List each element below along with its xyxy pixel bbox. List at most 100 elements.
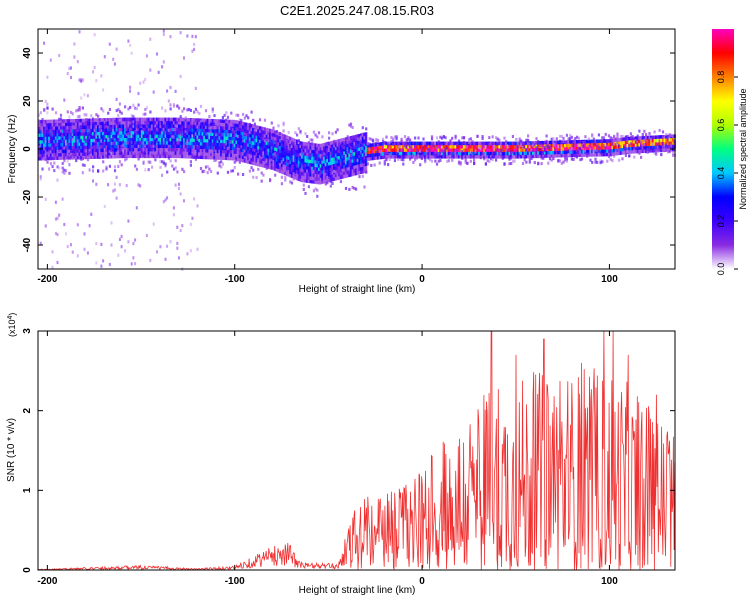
heatmap-cell — [287, 156, 290, 160]
heatmap-cell — [98, 151, 101, 156]
heatmap-cell — [238, 137, 241, 142]
colorbar-tick-label: 0.6 — [716, 119, 726, 132]
heatmap-cell — [361, 163, 364, 167]
heatmap-cell — [92, 165, 95, 169]
heatmap-cell — [44, 123, 47, 127]
heatmap-cell — [495, 158, 498, 162]
heatmap-cell — [290, 167, 294, 172]
heatmap-cell — [471, 151, 474, 156]
heatmap-cell — [269, 132, 272, 136]
heatmap-cell — [73, 122, 76, 126]
heatmap-cell — [204, 120, 208, 124]
heatmap-cell — [90, 131, 93, 136]
heatmap-cell — [81, 149, 84, 153]
heatmap-cell — [290, 171, 294, 175]
heatmap-cell — [174, 130, 177, 134]
heatmap-cell — [108, 144, 111, 149]
heatmap-cell — [125, 184, 128, 188]
heatmap-cell — [543, 146, 547, 149]
heatmap-cell — [629, 132, 632, 136]
heatmap-cell — [152, 141, 155, 145]
heatmap-cell — [419, 154, 422, 158]
heatmap-cell — [451, 148, 454, 152]
heatmap-cell — [412, 153, 415, 157]
heatmap-cell — [523, 151, 526, 155]
heatmap-cell — [88, 118, 91, 123]
heatmap-cell — [199, 128, 203, 133]
heatmap-cell — [559, 134, 562, 138]
heatmap-cell — [59, 126, 63, 130]
heatmap-cell — [365, 135, 368, 140]
heatmap-cell — [223, 113, 226, 117]
heatmap-cell — [473, 158, 476, 162]
heatmap-cell — [597, 142, 600, 147]
heatmap-cell — [65, 152, 68, 157]
heatmap-cell — [355, 171, 358, 176]
heatmap-cell — [321, 150, 324, 154]
heatmap-cell — [616, 151, 619, 156]
heatmap-cell — [71, 124, 74, 128]
heatmap-cell — [307, 166, 310, 170]
heatmap-cell — [147, 141, 150, 145]
heatmap-cell — [447, 151, 450, 156]
heatmap-cell — [636, 149, 639, 154]
heatmap-cell — [339, 175, 342, 180]
heatmap-cell — [358, 140, 361, 145]
heatmap-cell — [167, 134, 170, 138]
heatmap-cell — [375, 138, 378, 142]
heatmap-cell — [252, 168, 255, 172]
heatmap-cell — [63, 152, 66, 157]
heatmap-cell — [422, 151, 425, 156]
heatmap-cell — [451, 157, 454, 161]
heatmap-cell — [365, 127, 368, 131]
heatmap-cell — [70, 243, 72, 247]
heatmap-cell — [624, 147, 627, 151]
heatmap-cell — [226, 129, 230, 134]
heatmap-cell — [306, 179, 309, 183]
heatmap-cell — [178, 141, 181, 145]
heatmap-cell — [540, 162, 543, 166]
heatmap-cell — [38, 123, 41, 127]
heatmap-cell — [449, 151, 452, 156]
heatmap-cell — [93, 121, 96, 126]
heatmap-cell — [179, 154, 182, 159]
heatmap-cell — [48, 156, 51, 161]
heatmap-cell — [191, 155, 194, 159]
heatmap-cell — [238, 149, 241, 153]
heatmap-cell — [258, 159, 262, 164]
heatmap-cell — [304, 155, 307, 160]
heatmap-cell — [226, 123, 230, 127]
heatmap-cell — [199, 131, 203, 136]
heatmap-cell — [145, 54, 148, 58]
heatmap-cell — [582, 141, 585, 144]
heatmap-cell — [43, 136, 46, 141]
heatmap-cell — [407, 137, 410, 141]
heatmap-cell — [447, 144, 450, 149]
heatmap-cell — [338, 145, 341, 150]
heatmap-cell — [645, 150, 648, 154]
heatmap-cell — [491, 144, 494, 149]
heatmap-cell — [201, 142, 204, 146]
heatmap-cell — [220, 139, 223, 144]
heatmap-cell — [172, 135, 175, 139]
heatmap-cell — [49, 129, 52, 133]
heatmap-cell — [238, 151, 241, 155]
heatmap-cell — [49, 153, 52, 157]
heatmap-cell — [102, 109, 105, 113]
heatmap-cell — [115, 175, 118, 179]
heatmap-cell — [210, 130, 213, 134]
heatmap-cell — [63, 119, 66, 123]
heatmap-cell — [226, 156, 230, 161]
heatmap-cell — [584, 135, 587, 139]
heatmap-cell — [242, 148, 245, 153]
heatmap-cell — [102, 124, 105, 129]
heatmap-cell — [243, 139, 246, 143]
heatmap-cell — [481, 151, 484, 156]
heatmap-cell — [297, 150, 300, 155]
heatmap-cell — [284, 158, 287, 162]
heatmap-cell — [629, 146, 632, 151]
heatmap-cell — [314, 163, 317, 168]
heatmap-cell — [253, 151, 256, 156]
heatmap-cell — [336, 149, 339, 154]
heatmap-cell — [149, 258, 152, 262]
